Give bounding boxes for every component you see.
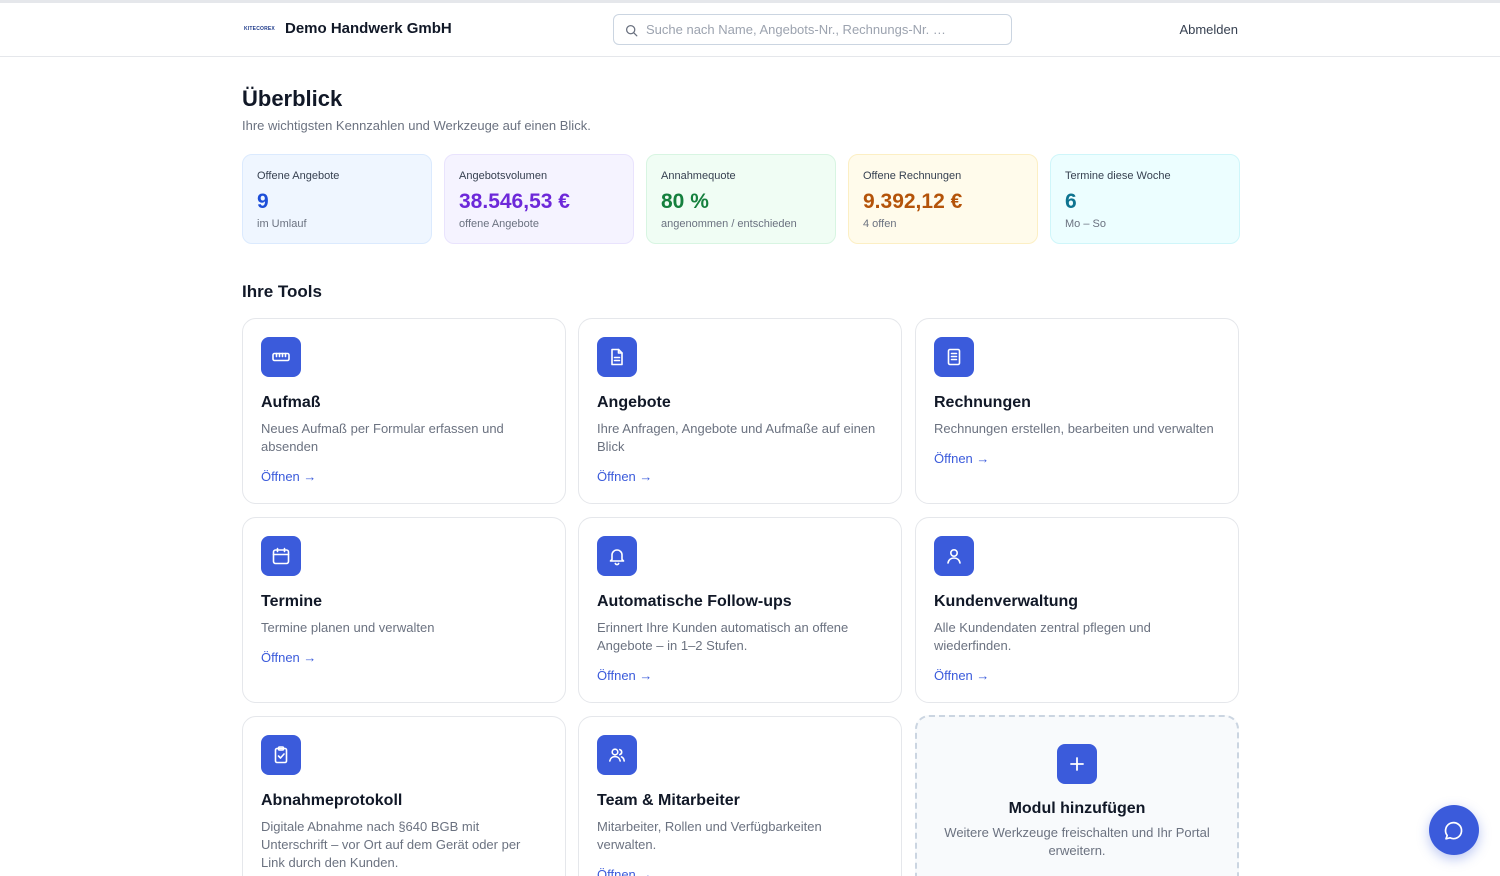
tool-card-follow-ups[interactable]: Automatische Follow-ups Erinnert Ihre Ku…	[578, 517, 902, 703]
chat-icon	[1444, 821, 1463, 840]
logout-button[interactable]: Abmelden	[1179, 22, 1238, 37]
tool-card-angebote[interactable]: Angebote Ihre Anfragen, Angebote und Auf…	[578, 318, 902, 504]
tool-title: Angebote	[597, 394, 671, 411]
kpi-sublabel: angenommen / entschieden	[661, 218, 797, 230]
top-border	[0, 0, 1500, 3]
open-link[interactable]: Öffnen →	[597, 469, 653, 484]
tool-card-rechnungen[interactable]: Rechnungen Rechnungen erstellen, bearbei…	[915, 318, 1239, 504]
open-link[interactable]: Öffnen →	[261, 650, 317, 665]
ruler-icon	[261, 337, 301, 377]
add-module-card[interactable]: Modul hinzufügen Weitere Werkzeuge freis…	[915, 715, 1239, 876]
open-link[interactable]: Öffnen →	[934, 668, 990, 683]
tool-card-kundenverwaltung[interactable]: Kundenverwaltung Alle Kundendaten zentra…	[915, 517, 1239, 703]
tool-description: Erinnert Ihre Kunden automatisch an offe…	[597, 620, 849, 653]
tool-description: Termine planen und verwalten	[261, 620, 435, 635]
add-module-title: Modul hinzufügen	[1008, 800, 1146, 817]
company-logo: KITECOREX	[244, 23, 275, 35]
kpi-card-acceptance-rate: Annahmequote 80 % angenommen / entschied…	[646, 154, 836, 244]
kpi-value: 9	[257, 190, 269, 213]
tool-card-abnahmeprotokoll[interactable]: Abnahmeprotokoll Digitale Abnahme nach §…	[242, 716, 566, 876]
search-box[interactable]	[613, 14, 1012, 45]
tool-description: Neues Aufmaß per Formular erfassen und a…	[261, 421, 504, 454]
plus-icon	[1057, 744, 1097, 784]
user-icon	[934, 536, 974, 576]
page-title: Überblick	[242, 86, 343, 111]
kpi-value: 38.546,53 €	[459, 190, 570, 213]
kpi-value: 9.392,12 €	[863, 190, 963, 213]
kpi-card-open-offers: Offene Angebote 9 im Umlauf	[242, 154, 432, 244]
open-link[interactable]: Öffnen →	[597, 867, 653, 876]
tool-title: Team & Mitarbeiter	[597, 792, 740, 809]
kpi-sublabel: im Umlauf	[257, 218, 307, 230]
tool-card-aufmass[interactable]: Aufmaß Neues Aufmaß per Formular erfasse…	[242, 318, 566, 504]
invoice-icon	[934, 337, 974, 377]
kpi-label: Annahmequote	[661, 170, 736, 182]
app-header: KITECOREX Demo Handwerk GmbH Abmelden	[0, 3, 1500, 57]
document-icon	[597, 337, 637, 377]
tools-section-title: Ihre Tools	[242, 282, 322, 301]
open-link[interactable]: Öffnen →	[934, 451, 990, 466]
company-name: Demo Handwerk GmbH	[285, 20, 452, 37]
kpi-sublabel: 4 offen	[863, 218, 897, 230]
page-subtitle: Ihre wichtigsten Kennzahlen und Werkzeug…	[242, 118, 591, 133]
tool-card-termine[interactable]: Termine Termine planen und verwalten Öff…	[242, 517, 566, 703]
tool-title: Rechnungen	[934, 394, 1031, 411]
add-module-description: Weitere Werkzeuge freischalten und Ihr P…	[944, 825, 1210, 858]
clipboard-check-icon	[261, 735, 301, 775]
tool-description: Ihre Anfragen, Angebote und Aufmaße auf …	[597, 421, 876, 454]
search-input[interactable]	[646, 15, 1006, 44]
kpi-label: Offene Rechnungen	[863, 170, 962, 182]
tool-description: Digitale Abnahme nach §640 BGB mit Unter…	[261, 819, 521, 870]
open-link[interactable]: Öffnen →	[597, 668, 653, 683]
calendar-icon	[261, 536, 301, 576]
tool-description: Mitarbeiter, Rollen und Verfügbarkeiten …	[597, 819, 822, 852]
users-icon	[597, 735, 637, 775]
chat-button[interactable]	[1429, 805, 1479, 855]
tool-title: Termine	[261, 593, 323, 610]
kpi-card-open-invoices: Offene Rechnungen 9.392,12 € 4 offen	[848, 154, 1038, 244]
kpi-label: Offene Angebote	[257, 170, 340, 182]
tool-description: Rechnungen erstellen, bearbeiten und ver…	[934, 421, 1214, 436]
tool-title: Abnahmeprotokoll	[261, 792, 403, 809]
kpi-card-offer-volume: Angebotsvolumen 38.546,53 € offene Angeb…	[444, 154, 634, 244]
tool-description: Alle Kundendaten zentral pflegen und wie…	[934, 620, 1151, 653]
kpi-label: Angebotsvolumen	[459, 170, 548, 182]
bell-icon	[597, 536, 637, 576]
tool-title: Kundenverwaltung	[934, 593, 1079, 610]
logo-text: KITECOREX	[244, 26, 275, 32]
kpi-value: 6	[1065, 190, 1077, 213]
kpi-sublabel: Mo – So	[1065, 218, 1106, 230]
kpi-card-appointments-week: Termine diese Woche 6 Mo – So	[1050, 154, 1240, 244]
tool-title: Aufmaß	[261, 394, 321, 411]
kpi-sublabel: offene Angebote	[459, 218, 539, 230]
search-icon	[625, 24, 638, 37]
kpi-value: 80 %	[661, 190, 709, 213]
tool-card-team[interactable]: Team & Mitarbeiter Mitarbeiter, Rollen u…	[578, 716, 902, 876]
tool-title: Automatische Follow-ups	[597, 593, 792, 610]
open-link[interactable]: Öffnen →	[261, 469, 317, 484]
kpi-label: Termine diese Woche	[1065, 170, 1171, 182]
